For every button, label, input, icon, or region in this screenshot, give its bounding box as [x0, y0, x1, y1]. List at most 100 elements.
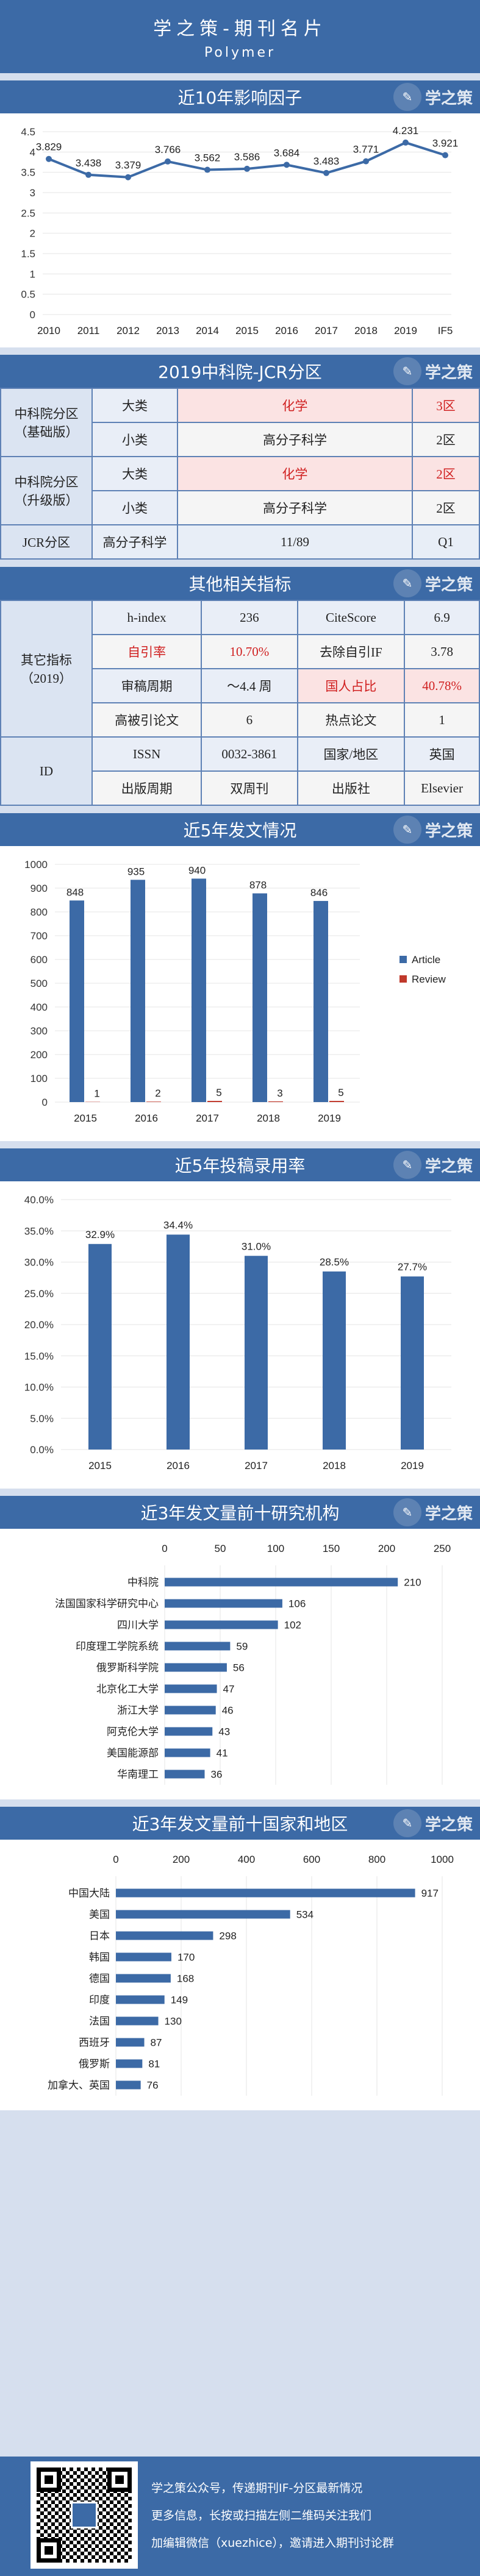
bar [116, 1952, 171, 1962]
data-label: 534 [296, 1909, 313, 1921]
data-label: 46 [222, 1705, 234, 1717]
bar [165, 1663, 227, 1672]
data-label: 3.586 [234, 151, 260, 163]
card-header: 学之策-期刊名片 Polymer [0, 0, 480, 73]
footer: 学之策公众号，传递期刊IF-分区最新情况 更多信息，长按或扫描左侧二维码关注我们… [0, 2457, 480, 2576]
data-label: 27.7% [398, 1261, 427, 1273]
metric-label: 自引率 [91, 634, 202, 669]
major-label: 大类 [91, 388, 178, 423]
x-tick-label: 2015 [88, 1460, 112, 1471]
metric-label: CiteScore [296, 600, 406, 635]
metric-value: 3.78 [404, 634, 480, 669]
brand-logo: ✎ 学之策 [393, 1151, 473, 1179]
minor-label: 小类 [91, 422, 178, 457]
y-tick-label: 0 [42, 1097, 48, 1108]
other-table: 其它指标（2019） h-index 236 CiteScore 6.9 自引率… [0, 600, 480, 806]
brand-logo-icon: ✎ [393, 1151, 421, 1179]
qr-corner [37, 2538, 61, 2563]
section-title-accept: 近5年投稿录用率 ✎ 学之策 [0, 1148, 480, 1181]
data-label: 3.562 [195, 152, 221, 164]
brand-logo-icon: ✎ [393, 816, 421, 844]
bar [165, 1620, 278, 1629]
x-tick-label: 2010 [37, 325, 60, 336]
brand-logo: ✎ 学之策 [393, 357, 473, 385]
bar [323, 1271, 346, 1450]
qr-code[interactable] [30, 2461, 138, 2569]
section-title-jcr: 2019中科院-JCR分区 ✎ 学之策 [0, 355, 480, 388]
data-label: 3.379 [115, 160, 141, 171]
x-tick-label: 2012 [116, 325, 140, 336]
x-tick-label: 2017 [245, 1460, 268, 1471]
x-tick-label: 250 [434, 1543, 451, 1554]
x-tick-label: 200 [378, 1543, 395, 1554]
data-point [125, 174, 131, 180]
section-title-impact: 近10年影响因子 ✎ 学之策 [0, 80, 480, 113]
category-label: 北京化工大学 [96, 1684, 159, 1695]
category-label: 四川大学 [117, 1620, 159, 1631]
category-label: 美国 [89, 1909, 110, 1921]
data-label: 31.0% [242, 1240, 271, 1252]
bar [165, 1599, 282, 1608]
card-title: 学之策-期刊名片 [153, 18, 327, 40]
id-label: ID [0, 736, 93, 806]
bar [116, 1995, 165, 2004]
qr-code-pattern [37, 2467, 132, 2563]
brand-logo-text: 学之策 [424, 575, 473, 594]
y-tick-label: 0.0% [30, 1444, 54, 1456]
jcr-rank: 11/89 [177, 524, 413, 560]
data-label: 32.9% [85, 1229, 115, 1240]
brand-logo-icon: ✎ [393, 1498, 421, 1526]
category-label: 印度理工学院系统 [76, 1641, 159, 1653]
bar [116, 2016, 159, 2026]
y-tick-label: 500 [30, 978, 48, 989]
data-label: 878 [249, 880, 267, 891]
cas-basic-label: 中科院分区（基础版） [0, 388, 93, 457]
data-label: 3.483 [313, 155, 340, 167]
category-label: 印度 [89, 1994, 110, 2006]
bar [116, 2059, 143, 2068]
y-tick-label: 20.0% [24, 1319, 54, 1331]
data-label: 59 [236, 1641, 248, 1653]
metric-label: 高被引论文 [91, 702, 202, 738]
acceptance-rate-chart: 0.0% 5.0% 10.0% 15.0% 20.0% 25.0% 30.0% 35.0% 40… [24, 1194, 451, 1471]
legend-swatch [399, 956, 407, 963]
data-point [204, 166, 210, 173]
section-title-jcr-text: 2019中科院-JCR分区 [158, 362, 322, 382]
x-tick-label: 1000 [431, 1854, 454, 1865]
footer-line-2: 更多信息，长按或扫描左侧二维码关注我们 [151, 2509, 372, 2522]
y-tick-label: 35.0% [24, 1225, 54, 1237]
jcr-field: 高分子科学 [91, 524, 178, 560]
id-field-label: 国家/地区 [296, 736, 406, 772]
metric-label: h-index [91, 600, 202, 635]
x-tick-label: 50 [215, 1543, 226, 1554]
minor-label: 小类 [91, 490, 178, 525]
footer-line-1: 学之策公众号，传递期刊IF-分区最新情况 [151, 2482, 363, 2495]
impact-factor-chart: 0 0.5 1 1.5 2 2.5 3 3.5 4 4.53.829 2010 3.438 2011 3.… [21, 125, 458, 336]
id-field-value: 英国 [404, 736, 480, 772]
bar [165, 1578, 398, 1587]
data-label: 3 [277, 1087, 282, 1099]
y-tick-label: 15.0% [24, 1350, 54, 1362]
metric-value: 1 [404, 702, 480, 738]
minor-zone: 2区 [412, 490, 480, 525]
y-tick-label: 1000 [24, 859, 48, 870]
y-tick-label: 1.5 [21, 248, 35, 260]
x-tick-label: 2016 [135, 1112, 158, 1124]
jcr-table: 中科院分区（基础版） 大类 化学 3区 小类 高分子科学 2区 中科院分区（升级… [0, 388, 480, 560]
y-tick-label: 600 [30, 954, 48, 966]
x-tick-label: 2015 [74, 1112, 97, 1124]
bar-article [192, 878, 206, 1102]
bar [167, 1234, 190, 1450]
data-label: 149 [171, 1994, 188, 2006]
data-label: 81 [148, 2058, 160, 2070]
id-field-label: ISSN [91, 736, 202, 772]
data-label: 3.829 [36, 141, 62, 153]
major-value: 化学 [177, 388, 413, 423]
data-label: 4.231 [393, 125, 419, 137]
bar [165, 1684, 217, 1693]
x-tick-label: 150 [323, 1543, 340, 1554]
publications-chart: 0 100 200 300 400 500 600 700 800 900 1000 848 1 2015… [24, 859, 446, 1124]
x-tick-label: 2015 [235, 325, 259, 336]
y-tick-label: 300 [30, 1025, 48, 1037]
x-tick-label: 2016 [167, 1460, 190, 1471]
